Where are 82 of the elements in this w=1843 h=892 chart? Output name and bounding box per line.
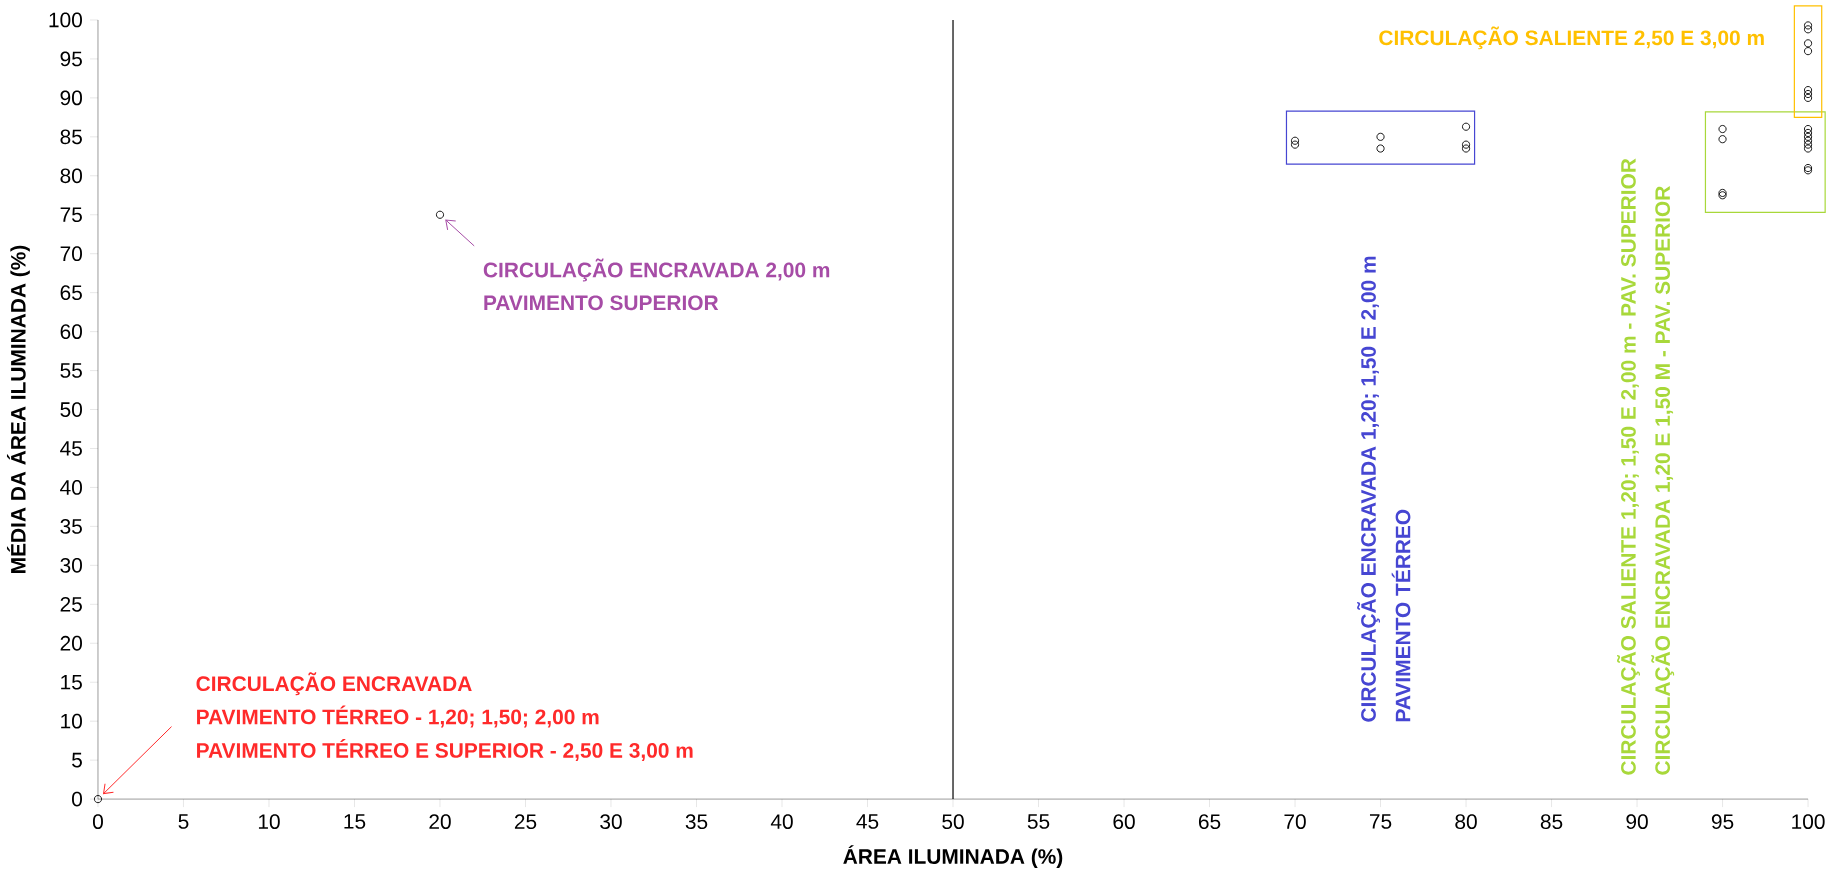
point (1804, 125, 1813, 134)
point (1290, 140, 1300, 149)
point (1804, 128, 1813, 137)
y-tick-label: 15 (61, 674, 82, 690)
point (1461, 122, 1471, 131)
annotation: PAVIMENTO SUPERIOR (484, 295, 719, 311)
point (1461, 140, 1471, 149)
point (1804, 25, 1813, 34)
y-tick-label: 90 (60, 90, 82, 106)
y-tick-label: 25 (60, 596, 82, 612)
point (1804, 163, 1813, 173)
x-tick-label: 55 (1027, 814, 1050, 829)
x-tick-label: 0 (92, 814, 103, 830)
x-tick-label: 85 (1540, 814, 1563, 830)
y-tick-label: 85 (60, 129, 82, 145)
annotation: CIRCULAÇÃO ENCRAVADA 1,20; 1,50 E 2,00 m (1357, 256, 1381, 722)
point (1804, 39, 1813, 48)
y-tick-label: 70 (60, 246, 82, 262)
annotation: PAVIMENTO TÉRREO (1391, 509, 1411, 722)
annotation: CIRCULAÇÃO ENCRAVADA 2,00 m (483, 258, 830, 282)
x-tick-label: 40 (770, 814, 793, 830)
point (93, 795, 103, 804)
x-tick-label: 30 (600, 814, 622, 830)
point (1718, 125, 1727, 134)
point (1804, 136, 1813, 145)
x-tick-label: 5 (178, 814, 189, 829)
annotation: CIRCULAÇÃO ENCRAVADA (196, 672, 472, 696)
y-tick-label: 80 (60, 168, 82, 184)
y-tick-label: 50 (60, 402, 82, 417)
y-tick-label: 95 (60, 51, 82, 67)
annotation: PAVIMENTO TÉRREO - 1,20; 1,50; 2,00 m (197, 705, 599, 728)
annotation: CIRCULAÇÃO ENCRAVADA 1,20 E 1,50 M - PAV. SUPERIOR (1651, 186, 1675, 775)
y-tick-label: 45 (60, 441, 82, 456)
y-tick-label: 0 (72, 791, 82, 807)
x-tick-label: 80 (1455, 814, 1477, 830)
x-tick-label: 15 (344, 814, 366, 829)
point (435, 210, 445, 219)
x-tick-label: 70 (1284, 814, 1306, 830)
y-tick-label: 20 (60, 635, 82, 651)
point (1290, 136, 1300, 145)
y-tick-label: 40 (60, 480, 82, 495)
point (1461, 144, 1471, 153)
y-tick-label: 100 (49, 12, 82, 28)
point (1718, 135, 1727, 144)
point (1804, 86, 1813, 95)
x-tick-label: 100 (1792, 814, 1825, 830)
y-tick-label: 75 (60, 207, 82, 223)
y-tick-label: 5 (72, 752, 82, 768)
x-tick-label: 65 (1198, 814, 1221, 830)
x-tick-label: 10 (258, 814, 280, 830)
point (1804, 140, 1813, 149)
y-tick-label: 30 (60, 557, 82, 573)
annotation: CIRCULAÇÃO SALIENTE 2,50 E 3,00 m (1379, 26, 1764, 50)
y-tick-label: 35 (60, 519, 82, 534)
x-tick-label: 25 (514, 814, 537, 830)
point (1804, 132, 1813, 141)
point (1376, 132, 1385, 141)
x-tick-label: 35 (685, 814, 708, 830)
point (1804, 89, 1813, 99)
annotation: PAVIMENTO TÉRREO E SUPERIOR - 2,50 E 3,00 m (197, 739, 693, 761)
point (1718, 188, 1727, 197)
y-tick-label: 10 (61, 713, 82, 729)
x-tick-label: 90 (1626, 814, 1648, 830)
x-tick-label: 50 (942, 814, 964, 830)
y-axis-title: MÉDIA DA ÁREA ILUMINADA (%) (6, 245, 30, 573)
point (1804, 21, 1813, 30)
y-tick-label: 60 (60, 324, 82, 340)
x-axis-title: ÁREA ILUMINADA (%) (843, 845, 1063, 869)
annotation: CIRCULAÇÃO SALIENTE 1,20; 1,50 E 2,00 m - PAV. SUPERIOR (1617, 158, 1640, 775)
y-tick-label: 55 (60, 363, 82, 378)
x-tick-label: 95 (1711, 814, 1734, 830)
point (1804, 93, 1813, 102)
point (1804, 47, 1813, 56)
point (1804, 166, 1813, 175)
x-tick-label: 75 (1369, 814, 1392, 829)
point (1804, 144, 1813, 153)
x-tick-label: 20 (429, 814, 451, 830)
point (1376, 144, 1385, 153)
x-tick-label: 45 (856, 814, 879, 829)
x-tick-label: 60 (1113, 814, 1135, 830)
y-tick-label: 65 (60, 285, 82, 301)
point (1718, 191, 1727, 200)
